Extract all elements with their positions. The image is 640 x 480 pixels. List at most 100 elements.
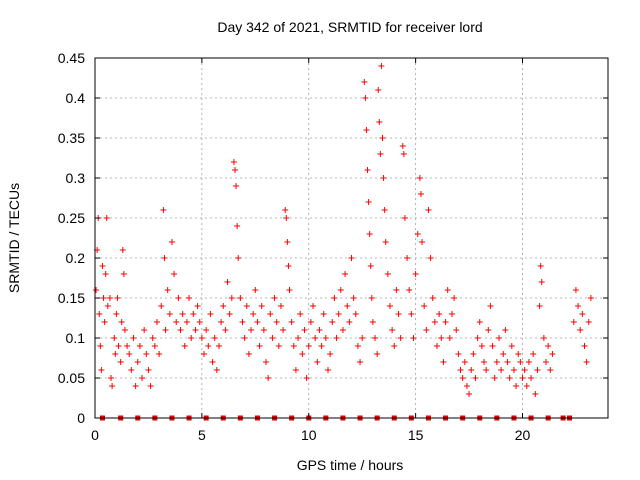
data-point bbox=[408, 311, 415, 317]
data-point bbox=[498, 367, 505, 373]
data-point bbox=[295, 335, 302, 341]
data-point bbox=[190, 311, 197, 317]
data-point bbox=[128, 367, 135, 373]
data-point bbox=[96, 311, 103, 317]
data-point bbox=[485, 327, 492, 333]
data-point bbox=[410, 335, 417, 341]
data-point bbox=[545, 343, 552, 349]
data-point bbox=[380, 175, 387, 181]
data-point bbox=[495, 335, 502, 341]
data-point bbox=[361, 79, 368, 85]
data-point bbox=[575, 303, 582, 309]
data-point bbox=[391, 343, 398, 349]
data-point bbox=[139, 375, 146, 381]
data-point bbox=[260, 327, 267, 333]
data-point bbox=[234, 223, 241, 229]
data-point bbox=[377, 151, 384, 157]
data-point bbox=[572, 287, 579, 293]
data-point bbox=[577, 327, 584, 333]
data-point bbox=[181, 343, 188, 349]
data-point bbox=[103, 215, 110, 221]
data-point bbox=[543, 359, 550, 365]
data-point bbox=[549, 351, 556, 357]
y-tick-label: 0 bbox=[77, 410, 85, 426]
data-point bbox=[126, 351, 133, 357]
data-point bbox=[425, 207, 432, 213]
data-point bbox=[350, 295, 357, 301]
data-point bbox=[324, 367, 331, 373]
y-tick-label: 0.2 bbox=[66, 250, 86, 266]
data-point bbox=[348, 255, 355, 261]
data-point bbox=[500, 351, 507, 357]
data-point bbox=[233, 183, 240, 189]
data-point bbox=[228, 295, 235, 301]
data-point bbox=[115, 343, 122, 349]
data-point bbox=[243, 303, 250, 309]
data-point bbox=[104, 303, 111, 309]
data-point bbox=[440, 359, 447, 365]
data-point bbox=[232, 167, 239, 173]
data-point bbox=[376, 119, 383, 125]
x-tick-label: 15 bbox=[408, 427, 424, 443]
data-point bbox=[305, 343, 312, 349]
data-point bbox=[429, 295, 436, 301]
data-point bbox=[532, 391, 539, 397]
data-point bbox=[502, 327, 509, 333]
data-point bbox=[162, 327, 169, 333]
data-point bbox=[416, 175, 423, 181]
data-point bbox=[151, 343, 158, 349]
data-point bbox=[188, 335, 195, 341]
data-point bbox=[303, 375, 310, 381]
data-point bbox=[284, 239, 291, 245]
data-point bbox=[136, 343, 143, 349]
data-point bbox=[374, 351, 381, 357]
data-point bbox=[307, 319, 314, 325]
data-point bbox=[481, 359, 488, 365]
y-tick-label: 0.15 bbox=[58, 290, 85, 306]
data-point bbox=[111, 335, 118, 341]
data-point bbox=[130, 335, 137, 341]
data-point bbox=[344, 303, 351, 309]
data-point bbox=[342, 271, 349, 277]
data-point bbox=[124, 343, 131, 349]
data-point bbox=[179, 311, 186, 317]
data-point bbox=[241, 335, 248, 341]
data-point bbox=[97, 343, 104, 349]
data-point bbox=[161, 255, 168, 261]
x-tick-label: 10 bbox=[301, 427, 317, 443]
data-point bbox=[362, 95, 369, 101]
data-point bbox=[493, 359, 500, 365]
data-point bbox=[99, 263, 106, 269]
data-point bbox=[207, 311, 214, 317]
data-point bbox=[269, 335, 276, 341]
data-point bbox=[570, 319, 577, 325]
data-point bbox=[386, 303, 393, 309]
data-point bbox=[292, 367, 299, 373]
data-point bbox=[299, 351, 306, 357]
data-point bbox=[513, 383, 520, 389]
data-point bbox=[378, 63, 385, 69]
data-point bbox=[112, 351, 119, 357]
data-point bbox=[297, 311, 304, 317]
data-point bbox=[220, 303, 227, 309]
data-point bbox=[285, 263, 292, 269]
data-point bbox=[431, 319, 438, 325]
data-point bbox=[335, 311, 342, 317]
data-point bbox=[372, 335, 379, 341]
data-point bbox=[483, 367, 490, 373]
data-point bbox=[363, 127, 370, 133]
data-point bbox=[537, 263, 544, 269]
data-point bbox=[134, 359, 141, 365]
data-point bbox=[508, 343, 515, 349]
y-tick-label: 0.35 bbox=[58, 130, 85, 146]
y-tick-label: 0.4 bbox=[66, 90, 86, 106]
data-point bbox=[421, 303, 428, 309]
data-point bbox=[222, 327, 229, 333]
data-point bbox=[461, 359, 468, 365]
data-point bbox=[519, 375, 526, 381]
data-point bbox=[395, 311, 402, 317]
data-point bbox=[290, 343, 297, 349]
data-point bbox=[109, 383, 116, 389]
data-point bbox=[366, 231, 373, 237]
